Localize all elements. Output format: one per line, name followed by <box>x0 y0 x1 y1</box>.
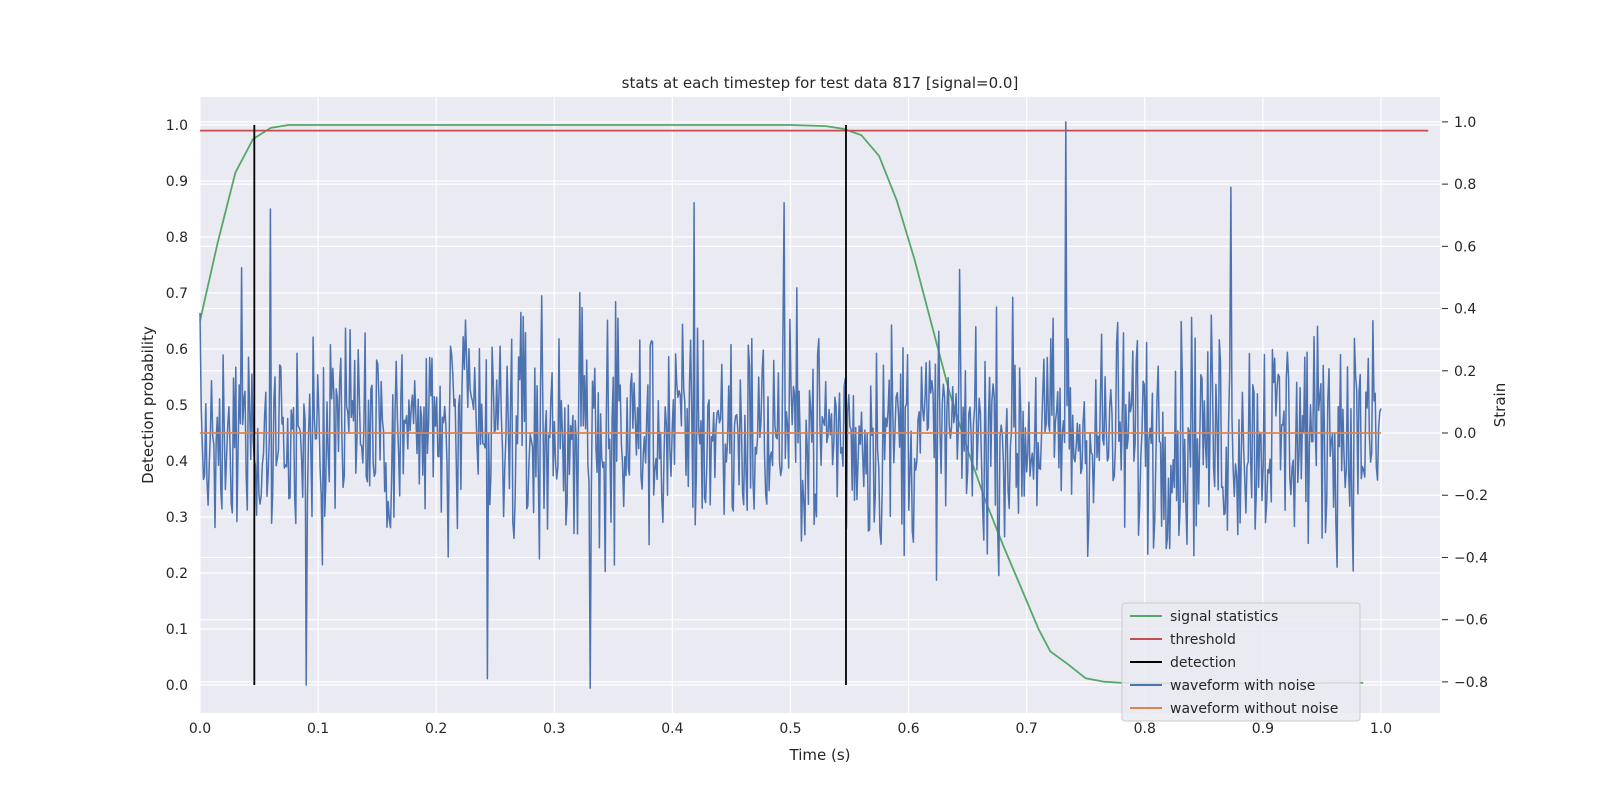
right-tick-label: −0.6 <box>1454 613 1488 629</box>
chart-marks <box>199 121 1429 689</box>
left-tick-label: 0.9 <box>166 174 188 190</box>
x-axis-ticks: 0.0 0.1 0.2 0.3 0.4 0.5 0.6 0.7 0.8 0.9 1.0 <box>189 721 1392 737</box>
right-axis-label: Strain <box>1491 383 1509 427</box>
legend-box <box>1121 602 1361 722</box>
left-axis-ticks: 0.0 0.1 0.2 0.3 0.4 0.5 0.6 0.7 0.8 0.9 1.0 <box>166 118 188 694</box>
legend-label-detection: detection <box>1170 655 1236 671</box>
right-tick-label: 0.8 <box>1454 177 1476 193</box>
x-axis-label: Time (s) <box>789 746 851 764</box>
x-tick-label: 0.2 <box>425 721 447 737</box>
right-tick-label: −0.4 <box>1454 550 1488 566</box>
left-tick-label: 0.5 <box>166 398 188 414</box>
grid <box>199 97 1440 713</box>
x-tick-label: 0.5 <box>779 721 801 737</box>
right-tick-label: 1.0 <box>1454 115 1476 131</box>
left-tick-label: 0.7 <box>166 286 188 302</box>
right-tick-label: 0.4 <box>1454 302 1476 318</box>
right-tick-label: 0.0 <box>1454 426 1476 442</box>
right-axis-ticks: −0.8 −0.6 −0.4 −0.2 0.0 0.2 0.4 0.6 0.8 1.0 <box>1442 115 1488 691</box>
x-tick-label: 0.9 <box>1252 721 1274 737</box>
signal-statistics-line <box>199 124 1364 685</box>
right-tick-label: 0.2 <box>1454 364 1476 380</box>
left-tick-label: 0.6 <box>166 342 188 358</box>
left-tick-label: 0.3 <box>166 510 188 526</box>
left-tick-label: 0.0 <box>166 678 188 694</box>
waveform-with-noise-line <box>199 121 1382 689</box>
x-tick-label: 0.8 <box>1134 721 1156 737</box>
x-tick-label: 0.1 <box>307 721 329 737</box>
left-tick-label: 1.0 <box>166 118 188 134</box>
left-tick-label: 0.2 <box>166 566 188 582</box>
legend-label-signal: signal statistics <box>1170 609 1278 625</box>
legend-label-noisy: waveform with noise <box>1170 678 1315 694</box>
right-tick-label: 0.6 <box>1454 239 1476 255</box>
x-tick-label: 0.3 <box>543 721 565 737</box>
x-tick-label: 0.0 <box>189 721 211 737</box>
legend: signal statistics threshold detection wa… <box>1121 602 1361 722</box>
x-tick-label: 0.4 <box>661 721 683 737</box>
left-axis-label: Detection probability <box>139 326 157 484</box>
legend-label-clean: waveform without noise <box>1170 701 1338 717</box>
left-tick-label: 0.8 <box>166 230 188 246</box>
x-tick-label: 0.6 <box>897 721 919 737</box>
chart-title: stats at each timestep for test data 817… <box>622 74 1019 92</box>
left-tick-label: 0.4 <box>166 454 188 470</box>
right-tick-label: −0.8 <box>1454 675 1488 691</box>
legend-label-threshold: threshold <box>1170 632 1236 648</box>
x-tick-label: 1.0 <box>1370 721 1392 737</box>
x-tick-label: 0.7 <box>1016 721 1038 737</box>
right-tick-label: −0.2 <box>1454 488 1488 504</box>
left-tick-label: 0.1 <box>166 622 188 638</box>
